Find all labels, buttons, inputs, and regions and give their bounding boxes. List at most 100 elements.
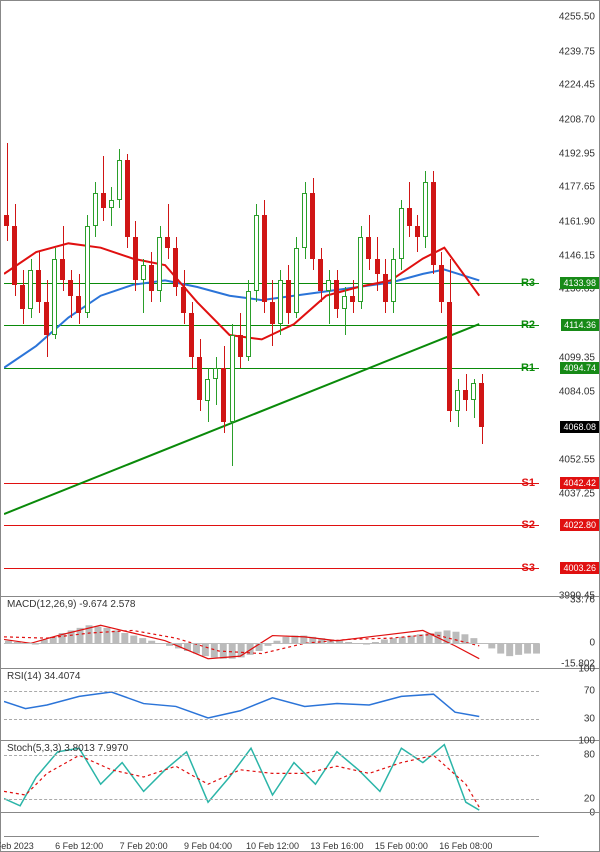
zero-line xyxy=(4,643,539,644)
candle-body xyxy=(133,237,138,281)
candle-body xyxy=(439,265,444,302)
candle-body xyxy=(286,280,291,313)
ind-tick: 30 xyxy=(584,714,595,725)
candle-body xyxy=(197,357,202,401)
ind-tick: 0 xyxy=(589,638,595,649)
candle-wick xyxy=(329,270,330,325)
ind-tick: 80 xyxy=(584,750,595,761)
price-tick: 4192.95 xyxy=(559,148,595,159)
candle-body xyxy=(350,296,355,303)
stoch-level xyxy=(4,755,539,756)
price-tick: 4146.15 xyxy=(559,251,595,262)
candle-body xyxy=(213,368,218,379)
candle-body xyxy=(68,280,73,295)
candle-body xyxy=(326,280,331,291)
candle-body xyxy=(238,335,243,357)
candle-body xyxy=(28,270,33,309)
price-tick: 4052.55 xyxy=(559,455,595,466)
price-plot[interactable]: R3R2R1S1S2S3 xyxy=(4,1,539,596)
price-box: 4094.74 xyxy=(560,362,599,374)
candle-body xyxy=(221,368,226,423)
stoch-panel[interactable]: Stoch(5,3,3) 3.8013 7.9970 10080200 xyxy=(1,740,599,812)
candle-body xyxy=(358,237,363,302)
time-tick: Feb 2023 xyxy=(0,841,34,852)
candle-body xyxy=(270,302,275,324)
candle-body xyxy=(165,237,170,248)
trading-chart: R3R2R1S1S2S3 4255.504239.754224.454208.7… xyxy=(0,0,600,852)
price-box: 4068.08 xyxy=(560,421,599,433)
time-tick: 6 Feb 12:00 xyxy=(55,841,103,852)
price-tick: 4161.90 xyxy=(559,216,595,227)
candle-body xyxy=(310,193,315,258)
candle-body xyxy=(423,182,428,237)
candle-body xyxy=(246,291,251,356)
candle-body xyxy=(101,193,106,208)
price-box: 4042.42 xyxy=(560,477,599,489)
candle-body xyxy=(334,280,339,308)
candle-body xyxy=(447,302,452,411)
rsi-panel[interactable]: RSI(14) 34.4074 1007030 xyxy=(1,668,599,740)
candle-body xyxy=(85,226,90,313)
time-tick: 16 Feb 08:00 xyxy=(439,841,492,852)
price-tick: 4255.50 xyxy=(559,12,595,23)
rsi-yaxis: 1007030 xyxy=(541,669,599,740)
time-tick: 13 Feb 16:00 xyxy=(310,841,363,852)
candle-body xyxy=(455,390,460,412)
stoch-level xyxy=(4,799,539,800)
time-tick: 9 Feb 04:00 xyxy=(184,841,232,852)
candle-body xyxy=(109,200,114,209)
ind-tick: 100 xyxy=(578,664,595,675)
candle-body xyxy=(52,259,57,335)
candle-body xyxy=(342,296,347,309)
candle-body xyxy=(93,193,98,226)
ind-tick: 33.76 xyxy=(570,594,595,605)
candle-body xyxy=(407,208,412,225)
rsi-plot[interactable] xyxy=(4,669,539,740)
candle-body xyxy=(383,274,388,302)
candle-body xyxy=(375,259,380,274)
candle-body xyxy=(205,379,210,401)
time-tick: 10 Feb 12:00 xyxy=(246,841,299,852)
candle-wick xyxy=(103,156,104,221)
candle-body xyxy=(278,280,283,324)
candle-body xyxy=(479,383,484,427)
price-tick: 4224.45 xyxy=(559,80,595,91)
candle-body xyxy=(149,265,154,291)
candle-wick xyxy=(7,143,8,241)
candle-body xyxy=(366,237,371,259)
candle-body xyxy=(20,285,25,309)
candle-body xyxy=(141,265,146,280)
overlay-svg xyxy=(4,669,541,741)
price-panel[interactable]: R3R2R1S1S2S3 4255.504239.754224.454208.7… xyxy=(1,1,599,596)
time-tick: 7 Feb 20:00 xyxy=(120,841,168,852)
price-box: 4003.26 xyxy=(560,562,599,574)
candle-body xyxy=(318,259,323,292)
candle-body xyxy=(262,215,267,302)
rsi-label: RSI(14) 34.4074 xyxy=(7,671,80,682)
candle-body xyxy=(44,302,49,335)
price-tick: 4084.05 xyxy=(559,386,595,397)
candle-body xyxy=(399,208,404,258)
candle-body xyxy=(181,287,186,313)
stoch-label: Stoch(5,3,3) 3.8013 7.9970 xyxy=(7,743,128,754)
price-yaxis: 4255.504239.754224.454208.704192.954177.… xyxy=(541,1,599,596)
price-tick: 4208.70 xyxy=(559,114,595,125)
candle-body xyxy=(294,248,299,313)
time-tick: 15 Feb 00:00 xyxy=(375,841,428,852)
candle-body xyxy=(230,335,235,422)
price-box: 4114.36 xyxy=(561,319,599,331)
time-axis: Feb 20236 Feb 12:007 Feb 20:009 Feb 04:0… xyxy=(4,836,539,852)
candle-body xyxy=(4,215,9,226)
stoch-yaxis: 10080200 xyxy=(541,741,599,812)
candle-body xyxy=(391,259,396,303)
candle-body xyxy=(302,193,307,248)
candle-body xyxy=(471,383,476,400)
candle-body xyxy=(60,259,65,281)
candle-body xyxy=(463,390,468,401)
candle-body xyxy=(431,182,436,265)
price-tick: 4177.65 xyxy=(559,182,595,193)
price-box: 4133.98 xyxy=(560,277,599,289)
rsi-level xyxy=(4,691,539,692)
candle-body xyxy=(12,226,17,285)
macd-panel[interactable]: MACD(12,26,9) -9.674 2.578 33.760-15.802 xyxy=(1,596,599,668)
